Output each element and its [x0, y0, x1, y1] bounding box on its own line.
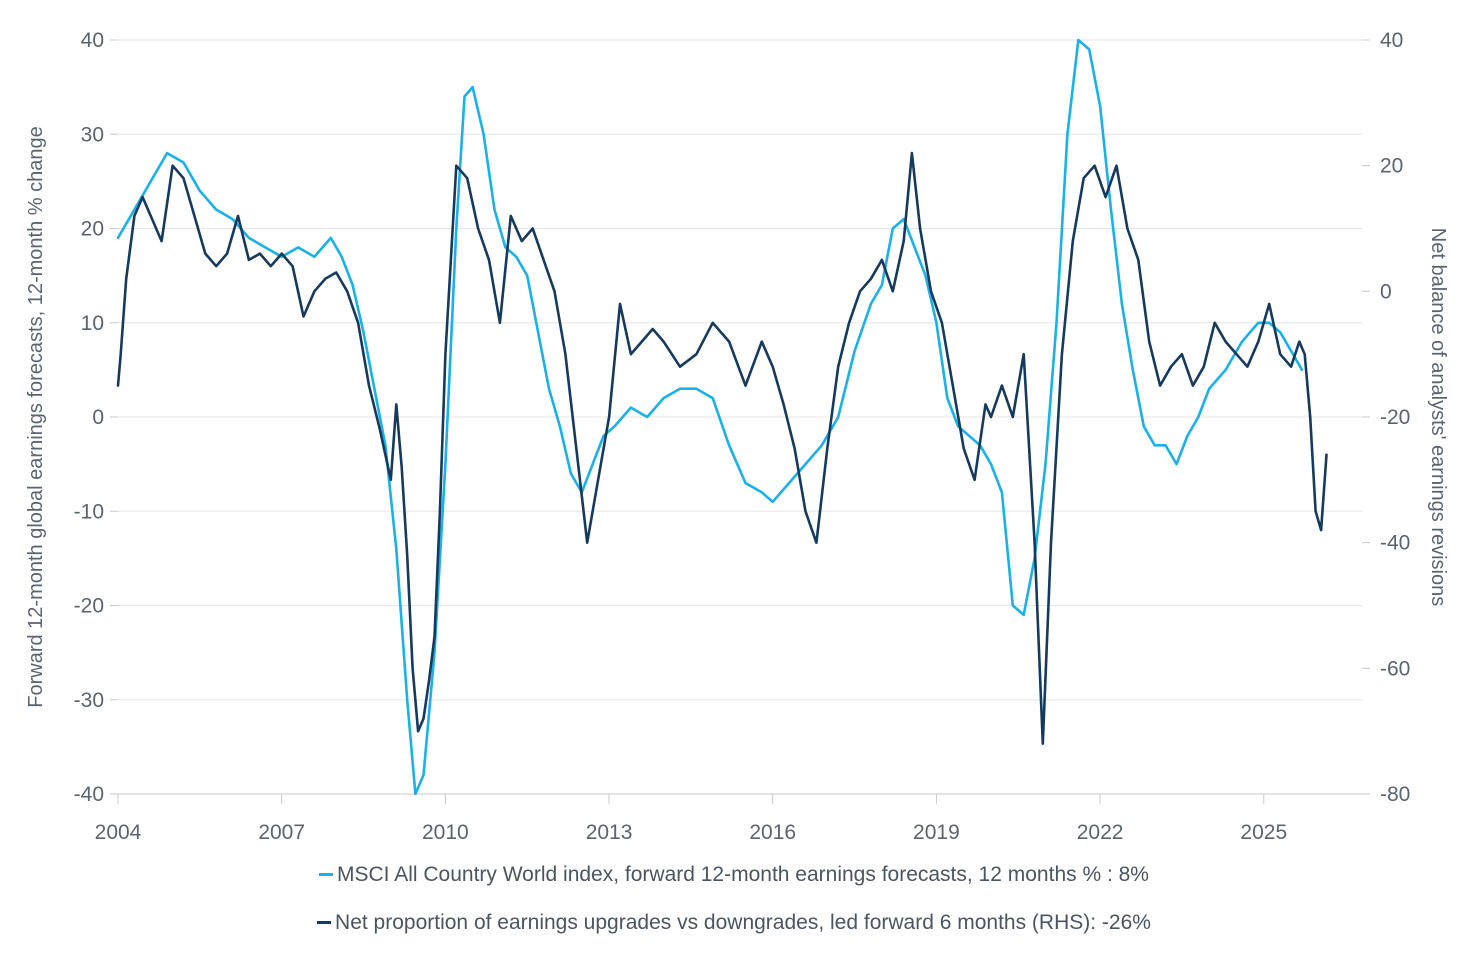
x-axis-ticks: 2004 2007 2010 2013 2016 2019 2022 2025 [95, 793, 1362, 844]
x-tick-label: 2010 [422, 821, 469, 844]
series-lines [116, 38, 1328, 796]
left-tick-label: 40 [81, 29, 104, 52]
x-tick-label: 2016 [749, 821, 796, 844]
gridlines [118, 39, 1362, 795]
left-axis-title: Forward 12-month global earnings forecas… [25, 126, 47, 707]
legend-item-msci: MSCI All Country World index, forward 12… [319, 863, 1149, 887]
right-axis-title: Net balance of analysts' earnings revisi… [1427, 228, 1449, 606]
right-tick-label: 20 [1380, 155, 1403, 178]
legend-label-msci: MSCI All Country World index, forward 12… [337, 862, 1149, 886]
right-tick-label: -20 [1380, 406, 1410, 429]
right-tick-label: -60 [1380, 657, 1410, 680]
right-tick-label: -40 [1380, 532, 1410, 555]
x-tick-label: 2025 [1240, 821, 1287, 844]
left-tick-label: 10 [81, 312, 104, 335]
x-tick-label: 2022 [1077, 821, 1124, 844]
left-tick-label: 30 [81, 123, 104, 146]
legend-swatch-msci [319, 873, 334, 876]
x-tick-label: 2004 [95, 821, 142, 844]
right-tick-label: -80 [1380, 783, 1410, 806]
right-tick-label: 40 [1380, 29, 1403, 52]
legend-item-net: Net proportion of earnings upgrades vs d… [317, 911, 1151, 935]
left-axis-ticks: 40 30 20 10 0 -10 -20 -30 -40 [74, 29, 118, 806]
legend: MSCI All Country World index, forward 12… [0, 858, 1468, 887]
legend-2: Net proportion of earnings upgrades vs d… [0, 906, 1468, 935]
series-line-msci [116, 38, 1304, 796]
x-tick-label: 2013 [586, 821, 633, 844]
left-tick-label: 20 [81, 218, 104, 241]
series-line-net [116, 151, 1328, 746]
left-tick-label: -40 [74, 783, 104, 806]
right-axis-ticks: 40 20 0 -20 -40 -60 -80 [1362, 29, 1410, 806]
left-tick-label: 0 [92, 406, 104, 429]
x-tick-label: 2019 [913, 821, 960, 844]
legend-label-net: Net proportion of earnings upgrades vs d… [335, 910, 1151, 934]
legend-swatch-net [317, 921, 332, 924]
left-tick-label: -30 [74, 689, 104, 712]
x-tick-label: 2007 [258, 821, 305, 844]
left-tick-label: -10 [74, 500, 104, 523]
right-tick-label: 0 [1380, 280, 1392, 303]
left-tick-label: -20 [74, 595, 104, 618]
